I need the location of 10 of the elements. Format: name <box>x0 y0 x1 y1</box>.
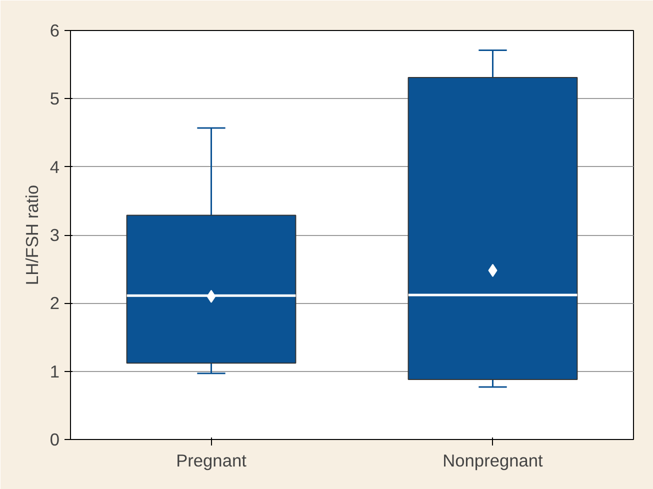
y-tick-label: 6 <box>50 20 60 40</box>
y-tick-label: 3 <box>50 225 60 245</box>
y-tick-label: 4 <box>50 156 60 177</box>
y-tick-label: 2 <box>50 293 60 314</box>
x-tick-label: Pregnant <box>176 450 247 470</box>
y-tick-label: 5 <box>50 88 60 109</box>
y-tick-label: 1 <box>50 361 60 382</box>
y-axis-title: LH/FSH ratio <box>22 184 42 286</box>
x-tick-label: Nonpregnant <box>442 450 544 470</box>
y-tick-label: 0 <box>50 430 60 450</box>
